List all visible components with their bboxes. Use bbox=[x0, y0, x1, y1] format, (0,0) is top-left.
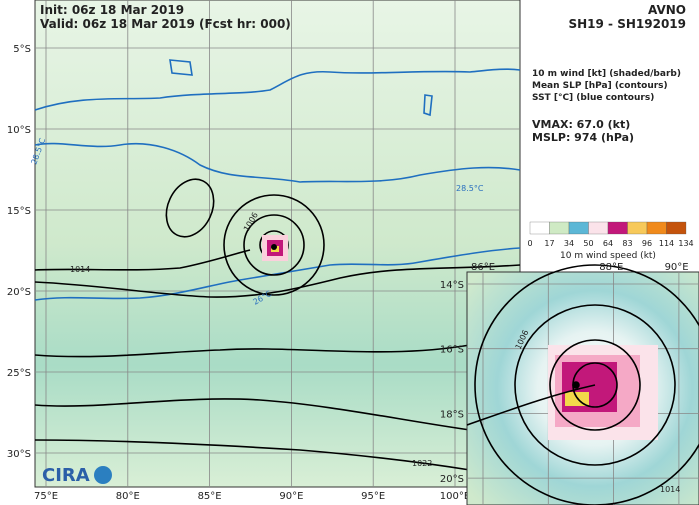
lon-labels: 75°E 80°E 85°E 90°E 95°E 100°E bbox=[34, 491, 470, 502]
vmax: VMAX: 67.0 (kt) bbox=[532, 118, 630, 131]
storm-core bbox=[262, 235, 288, 261]
inset-lat-labels: 14°S 16°S 18°S 20°S bbox=[440, 280, 464, 485]
inset-slp-contours bbox=[466, 264, 699, 505]
colorbar-tick: 0 bbox=[527, 239, 532, 248]
lon-label: 95°E bbox=[361, 491, 385, 502]
valid-time: Valid: 06z 18 Mar 2019 (Fcst hr: 000) bbox=[40, 17, 291, 31]
colorbar-segment bbox=[568, 221, 589, 235]
colorbar-tick: 17 bbox=[544, 239, 554, 248]
legend-line: 10 m wind [kt] (shaded/barb) bbox=[532, 69, 681, 79]
inset-lat-label: 16°S bbox=[440, 345, 464, 356]
lat-label: 30°S bbox=[7, 449, 31, 460]
colorbar-segment bbox=[646, 221, 667, 235]
contour-label: 1022 bbox=[412, 459, 432, 468]
lat-label: 15°S bbox=[7, 206, 31, 217]
lon-label: 75°E bbox=[34, 491, 58, 502]
lon-label: 80°E bbox=[116, 491, 140, 502]
lon-label: 100°E bbox=[440, 491, 470, 502]
colorbar-tick: 50 bbox=[583, 239, 593, 248]
inset-lat-label: 14°S bbox=[440, 280, 464, 291]
contour-label: 1014 bbox=[70, 265, 90, 274]
colorbar-tick: 64 bbox=[603, 239, 613, 248]
sst-label: 28.5°C bbox=[456, 184, 484, 193]
colorbar: 0 17 34 50 64 83 96 114 134 bbox=[527, 221, 694, 248]
storm-id: SH19 - SH192019 bbox=[568, 17, 686, 31]
lat-label: 5°S bbox=[13, 44, 31, 55]
init-time: Init: 06z 18 Mar 2019 bbox=[40, 3, 184, 17]
colorbar-segment bbox=[588, 221, 609, 235]
lat-labels: 5°S 10°S 15°S 20°S 25°S 30°S bbox=[7, 44, 31, 460]
lat-label: 10°S bbox=[7, 125, 31, 136]
lon-label: 85°E bbox=[198, 491, 222, 502]
inset-lon-label: 88°E bbox=[599, 262, 623, 273]
colorbar-tick: 96 bbox=[642, 239, 652, 248]
inset-lon-label: 90°E bbox=[665, 262, 689, 273]
colorbar-tick: 83 bbox=[622, 239, 632, 248]
inset-lat-label: 18°S bbox=[440, 409, 464, 420]
model-name: AVNO bbox=[648, 3, 686, 17]
colorbar-segment bbox=[666, 221, 687, 235]
colorbar-segment bbox=[529, 221, 550, 235]
lon-label: 90°E bbox=[279, 491, 303, 502]
sst-contours bbox=[34, 59, 521, 301]
inset-contour-label: 1014 bbox=[660, 485, 680, 494]
colorbar-label: 10 m wind speed (kt) bbox=[560, 251, 656, 261]
legend-line: Mean SLP [hPa] (contours) bbox=[532, 81, 668, 91]
legend-line: SST [°C] (blue contours) bbox=[532, 93, 654, 103]
colorbar-segment bbox=[607, 221, 628, 235]
colorbar-tick: 114 bbox=[659, 239, 674, 248]
mslp: MSLP: 974 (hPa) bbox=[532, 131, 634, 144]
inset-lat-label: 20°S bbox=[440, 474, 464, 485]
slp-contours bbox=[34, 178, 521, 471]
lat-label: 25°S bbox=[7, 368, 31, 379]
inset-lon-labels: 86°E88°E90°E92°E bbox=[471, 262, 689, 273]
cira-logo: CIRA bbox=[42, 465, 112, 486]
colorbar-tick: 134 bbox=[678, 239, 693, 248]
graticule bbox=[35, 0, 520, 487]
svg-text:CIRA: CIRA bbox=[42, 465, 90, 486]
lat-label: 20°S bbox=[7, 287, 31, 298]
colorbar-tick: 34 bbox=[564, 239, 574, 248]
colorbar-segment bbox=[549, 221, 570, 235]
colorbar-segment bbox=[627, 221, 648, 235]
inset-lon-label: 86°E bbox=[471, 262, 495, 273]
